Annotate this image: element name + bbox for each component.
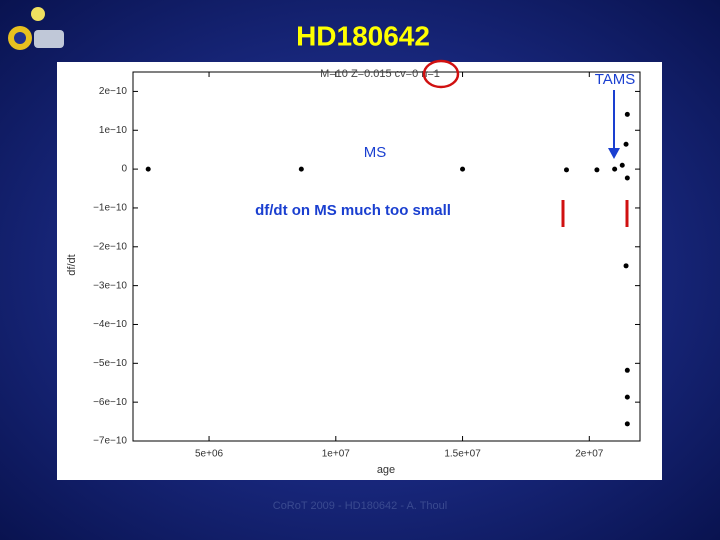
y-tick-label: −5e−10 [93,358,127,369]
x-tick-label: 2e+07 [575,449,604,460]
annotation: MS [364,144,387,161]
y-tick-label: −6e−10 [93,397,127,408]
y-axis-label: df/dt [66,254,78,275]
point [619,162,625,168]
point [623,141,629,147]
point [563,167,569,173]
x-axis-label: age [377,464,395,476]
y-tick-label: 0 [121,164,127,175]
y-tick-label: −1e−10 [93,203,127,214]
y-tick-label: −7e−10 [93,436,127,447]
y-tick-label: 2e−10 [99,86,128,97]
plot-title: M=10 Z=0.015 cv=0 n=1 [320,68,440,80]
point [298,166,304,172]
highlight-circle [422,59,460,89]
y-tick-label: 1e−10 [99,125,128,136]
point [624,394,630,400]
point [624,111,630,117]
point [594,167,600,173]
annotation: TAMS [595,71,636,88]
x-tick-label: 1.5e+07 [444,449,481,460]
arrow-head [608,148,620,159]
point [624,175,630,181]
x-tick-label: 1e+07 [322,449,351,460]
plot-frame [132,71,641,442]
footer: CoRoT 2009 - HD180642 - A. Thoul [273,500,447,512]
x-tick-label: 5e+06 [195,449,224,460]
point [145,166,151,172]
slide-title: HD180642 [296,20,430,51]
point [612,166,618,172]
y-tick-label: −3e−10 [93,280,127,291]
plot-panel [57,62,662,480]
point [460,166,466,172]
annotation: df/dt on MS much too small [255,202,451,219]
point [624,367,630,373]
logo [8,7,64,50]
y-tick-label: −2e−10 [93,241,127,252]
y-tick-label: −4e−10 [93,319,127,330]
point [624,421,630,427]
point [623,263,629,269]
